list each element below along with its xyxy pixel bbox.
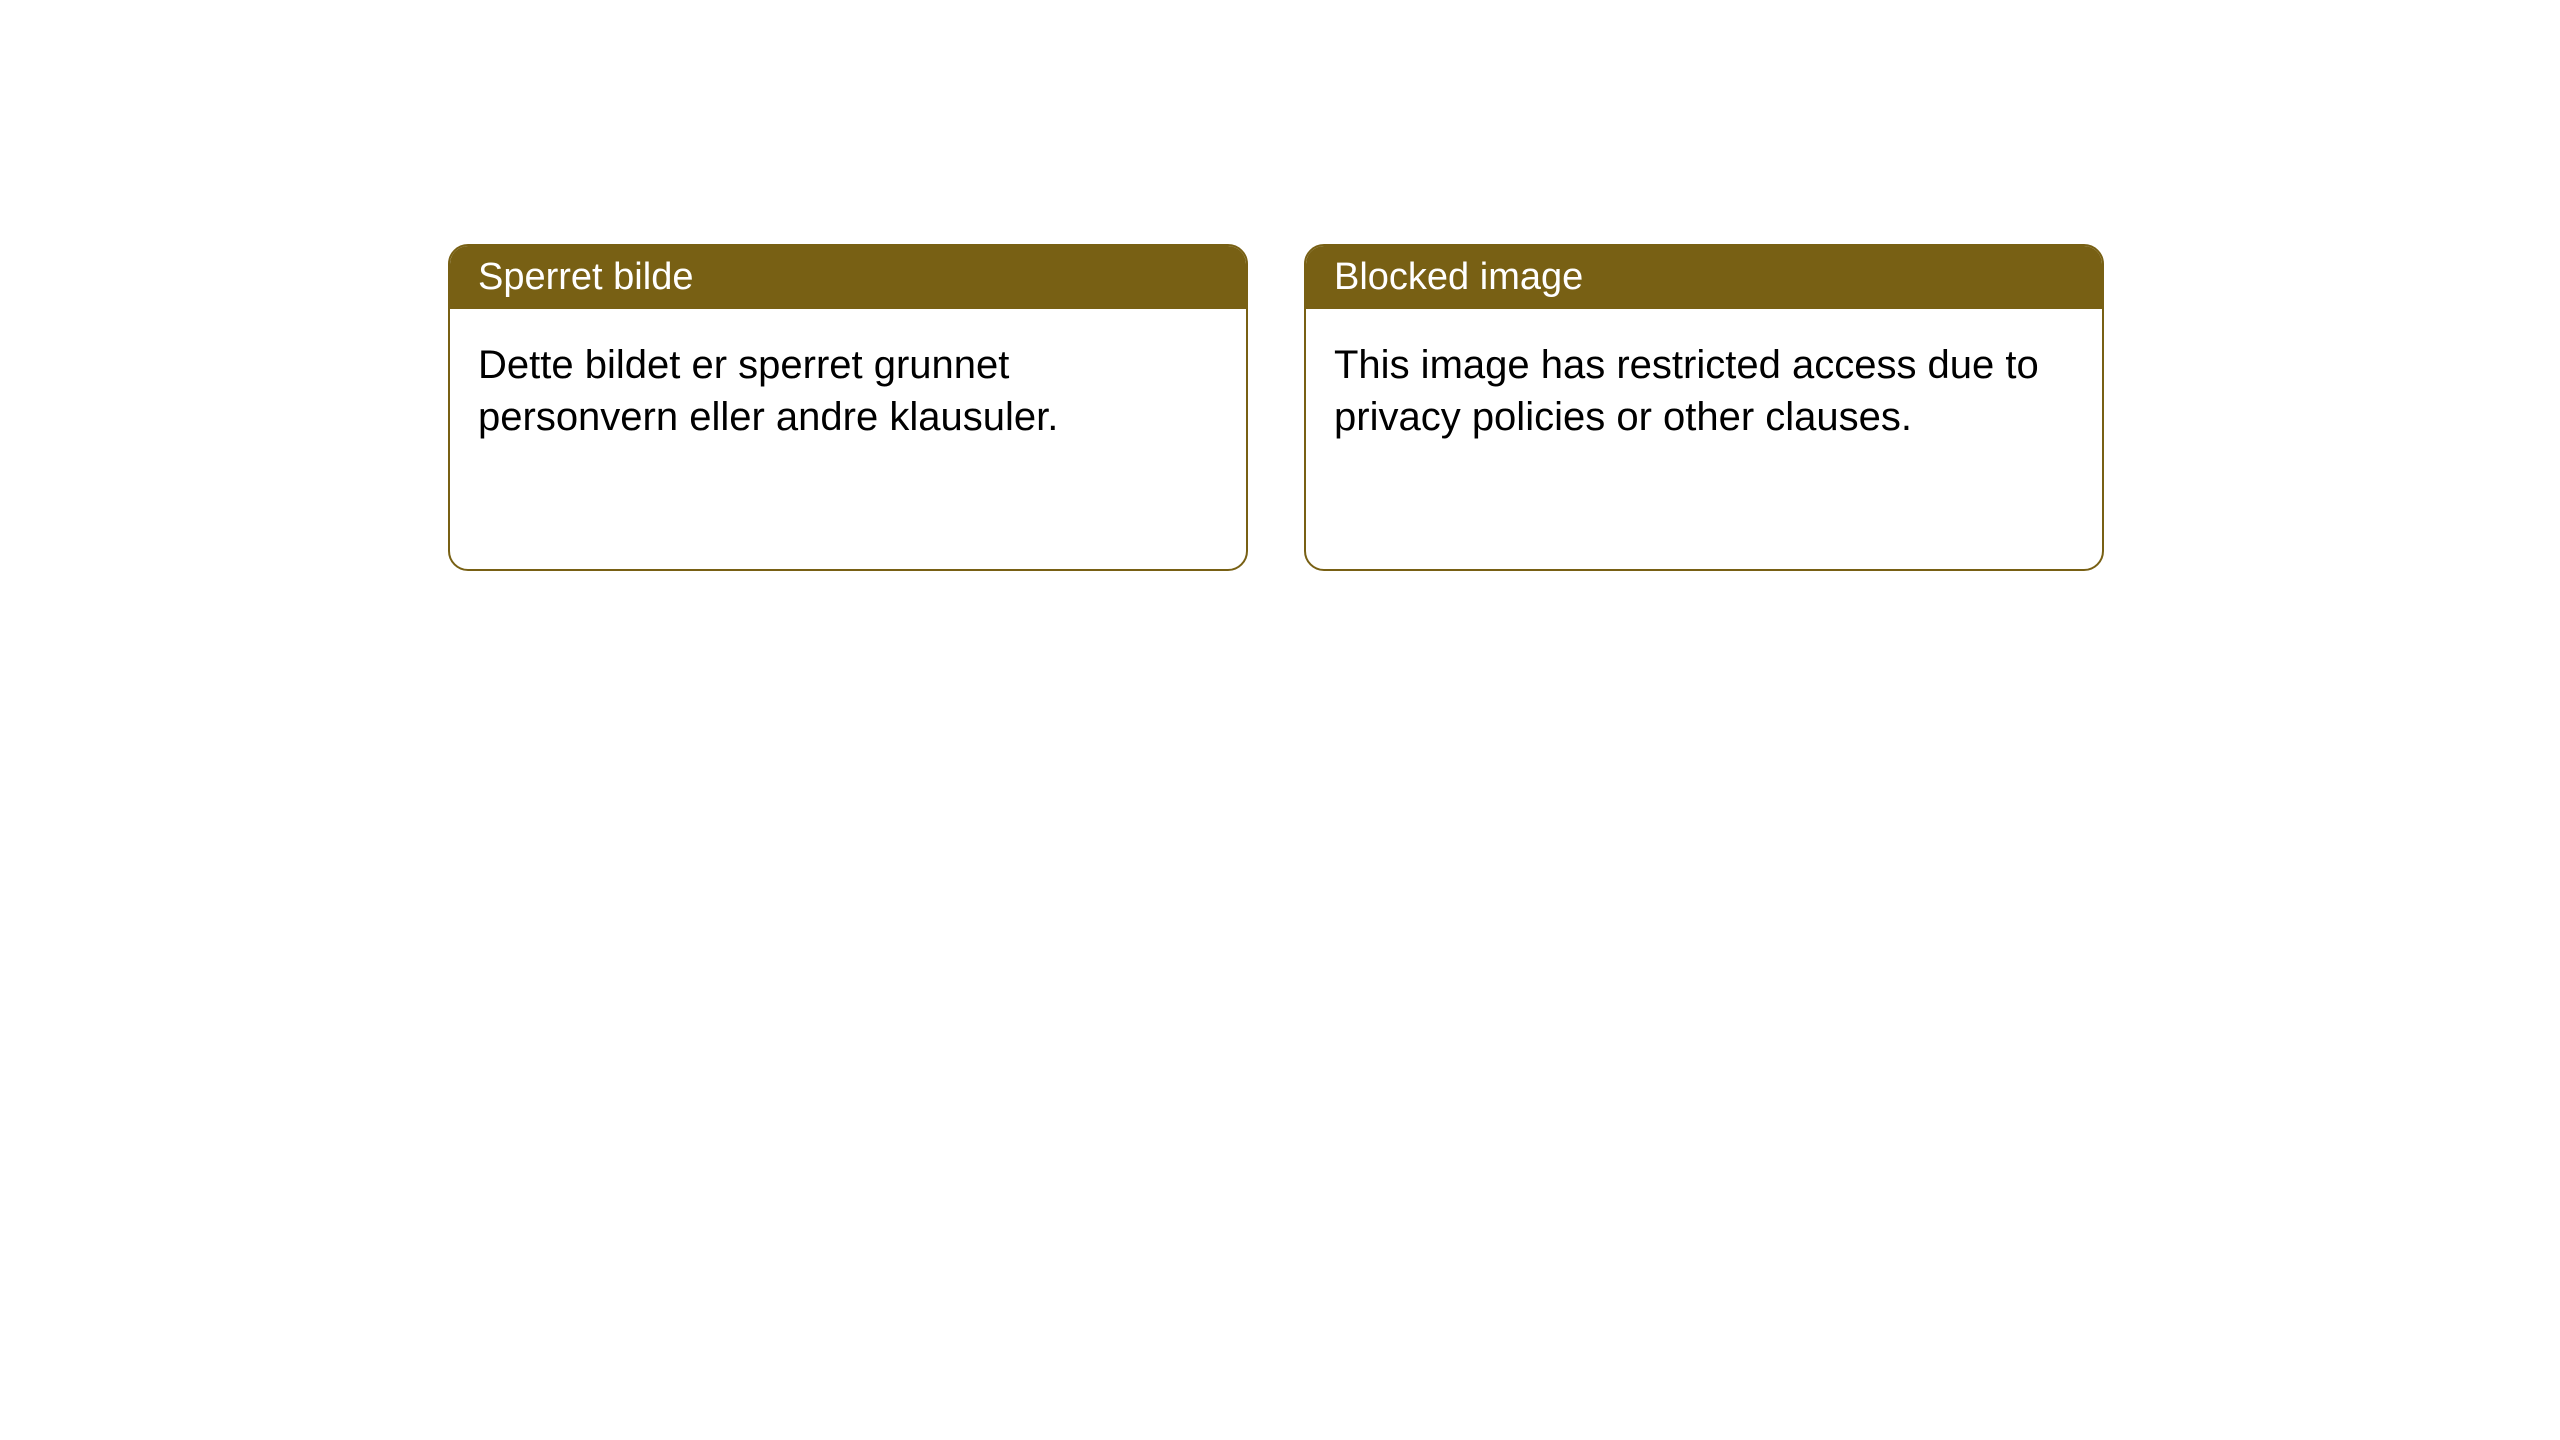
card-container: Sperret bilde Dette bildet er sperret gr… — [0, 0, 2560, 571]
card-body: This image has restricted access due to … — [1306, 309, 2102, 569]
card-body: Dette bildet er sperret grunnet personve… — [450, 309, 1246, 569]
notice-card-en: Blocked image This image has restricted … — [1304, 244, 2104, 571]
card-title: Blocked image — [1306, 246, 2102, 309]
notice-card-no: Sperret bilde Dette bildet er sperret gr… — [448, 244, 1248, 571]
card-title: Sperret bilde — [450, 246, 1246, 309]
